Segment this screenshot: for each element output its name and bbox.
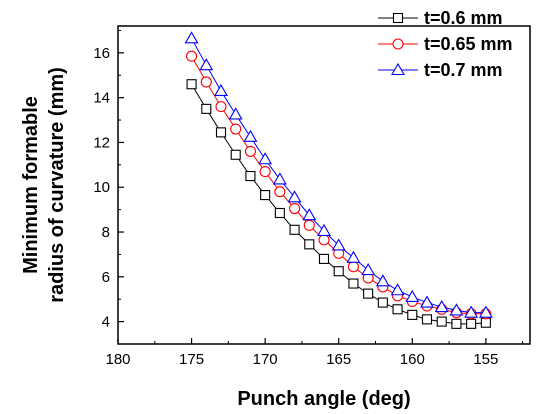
legend-item: t=0.6 mm (378, 8, 503, 28)
legend-label: t=0.7 mm (424, 60, 503, 80)
data-point (187, 51, 197, 61)
data-point (244, 131, 256, 142)
data-point (231, 150, 240, 159)
legend: t=0.6 mm t=0.65 mm t=0.7 mm (378, 8, 513, 80)
data-point (275, 208, 284, 217)
data-point (290, 225, 299, 234)
data-point (364, 289, 373, 298)
data-point (320, 254, 329, 263)
y-tick-label: 8 (102, 224, 110, 241)
legend-label: t=0.65 mm (424, 34, 513, 54)
data-point (467, 319, 476, 328)
data-point (246, 172, 255, 181)
x-tick-label: 165 (326, 351, 351, 368)
data-point (230, 108, 242, 119)
data-point (362, 264, 374, 275)
legend-marker (392, 64, 404, 75)
y-axis: 4 6 8 10 12 14 16 (93, 30, 124, 344)
data-point (245, 146, 255, 156)
legend-item: t=0.7 mm (378, 60, 503, 80)
y-axis-title-line-1: Minimum formable (20, 96, 42, 274)
data-point (187, 80, 196, 89)
data-point (261, 191, 270, 200)
x-tick-label: 170 (253, 351, 278, 368)
data-point (348, 262, 358, 272)
data-point (408, 310, 417, 319)
data-point (201, 77, 211, 87)
series-line (192, 84, 486, 324)
y-tick-label: 12 (93, 134, 110, 151)
y-tick-label: 14 (93, 90, 110, 107)
data-point (377, 275, 389, 286)
y-tick-label: 16 (93, 45, 110, 62)
legend-item: t=0.65 mm (378, 34, 513, 54)
data-point (452, 319, 461, 328)
data-point (347, 252, 359, 262)
data-point (274, 173, 286, 184)
data-point (202, 104, 211, 113)
series-2 (187, 51, 491, 319)
legend-label: t=0.6 mm (424, 8, 503, 28)
x-axis-title: Punch angle (deg) (237, 388, 410, 410)
y-tick-label: 6 (102, 269, 110, 286)
data-point (378, 298, 387, 307)
data-point (304, 220, 314, 230)
data-point (275, 187, 285, 197)
data-point (392, 284, 404, 295)
y-axis-title-line-2: radius of curvature (mm) (46, 67, 68, 303)
x-tick-label: 175 (179, 351, 204, 368)
legend-marker (393, 39, 403, 49)
data-point (437, 317, 446, 326)
legend-marker (394, 14, 403, 23)
x-tick-label: 180 (105, 351, 130, 368)
y-tick-label: 4 (102, 314, 110, 331)
data-point (481, 318, 490, 327)
data-point (215, 85, 227, 96)
data-point (231, 124, 241, 134)
data-point (319, 235, 329, 245)
data-point (259, 153, 271, 164)
data-point (349, 279, 358, 288)
data-point (423, 315, 432, 324)
x-tick-label: 155 (473, 351, 498, 368)
data-point (216, 102, 226, 112)
y-tick-label: 10 (93, 179, 110, 196)
data-point (334, 267, 343, 276)
data-point (260, 167, 270, 177)
data-point (406, 291, 418, 302)
data-point (217, 128, 226, 137)
data-point (421, 297, 433, 308)
x-tick-label: 160 (400, 351, 425, 368)
data-point (200, 59, 212, 70)
data-point (186, 32, 198, 43)
data-point (393, 305, 402, 314)
data-point (305, 240, 314, 249)
x-axis: 180 175 170 165 160 155 (105, 338, 522, 368)
data-point (290, 204, 300, 214)
